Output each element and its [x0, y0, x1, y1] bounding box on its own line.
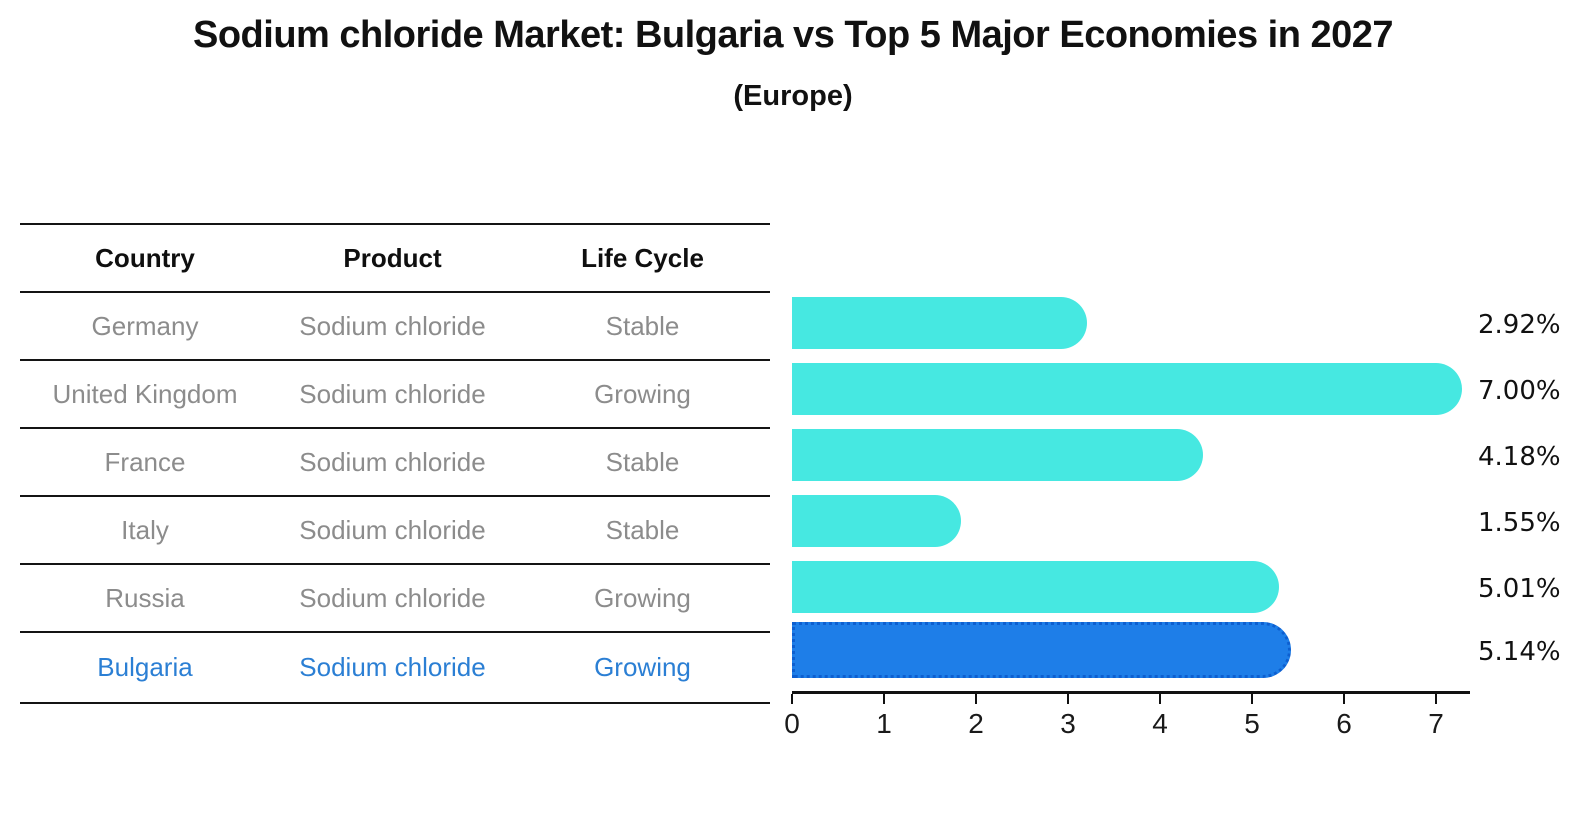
- bar-bulgaria-highlighted: [792, 622, 1291, 678]
- cell-country: United Kingdom: [52, 378, 238, 409]
- value-label-france: 4.18%: [1478, 442, 1561, 472]
- bar-united-kingdom: [792, 363, 1462, 415]
- value-label-germany: 2.92%: [1478, 310, 1561, 340]
- cell-country: Bulgaria: [97, 652, 193, 682]
- value-label-united-kingdom: 7.00%: [1478, 376, 1561, 406]
- chart-subtitle: (Europe): [733, 80, 853, 112]
- bar-chart: 2.92% 7.00% 4.18% 1.55% 5.01% 5.14% 0 1 …: [784, 280, 1586, 760]
- tick-label: 4: [1152, 708, 1168, 739]
- col-header-lifecycle: Life Cycle: [581, 242, 704, 273]
- cell-lifecycle: Growing: [594, 582, 691, 613]
- bar-russia: [792, 561, 1279, 613]
- chart-title: Sodium chloride Market: Bulgaria vs Top …: [193, 14, 1394, 56]
- cell-product: Sodium chloride: [299, 652, 486, 682]
- table-row-united-kingdom: United Kingdom Sodium chloride Growing: [20, 359, 770, 427]
- value-label-italy: 1.55%: [1478, 508, 1561, 538]
- tick-label: 5: [1244, 708, 1260, 739]
- tick-label: 7: [1428, 708, 1444, 739]
- table-row-italy: Italy Sodium chloride Stable: [20, 495, 770, 563]
- value-label-russia: 5.01%: [1478, 574, 1561, 604]
- tick-mark: [1251, 694, 1253, 704]
- cell-product: Sodium chloride: [299, 378, 486, 409]
- cell-product: Sodium chloride: [299, 446, 486, 477]
- bar-france: [792, 429, 1203, 481]
- x-axis-line: [792, 691, 1470, 694]
- col-header-country: Country: [95, 242, 195, 273]
- bar-italy: [792, 495, 961, 547]
- cell-product: Sodium chloride: [299, 310, 486, 341]
- country-table: Country Product Life Cycle Germany Sodiu…: [20, 223, 770, 704]
- cell-lifecycle: Growing: [594, 378, 691, 409]
- cell-lifecycle: Stable: [605, 514, 680, 545]
- table-row-russia: Russia Sodium chloride Growing: [20, 563, 770, 631]
- cell-country: Russia: [105, 582, 185, 613]
- table-header-row: Country Product Life Cycle: [20, 223, 770, 291]
- tick-label: 0: [784, 708, 800, 739]
- tick-mark: [1067, 694, 1069, 704]
- cell-lifecycle: Growing: [594, 652, 691, 682]
- cell-lifecycle: Stable: [605, 310, 680, 341]
- cell-lifecycle: Stable: [605, 446, 680, 477]
- tick-mark: [1343, 694, 1345, 704]
- cell-country: Germany: [91, 310, 199, 341]
- value-label-bulgaria: 5.14%: [1478, 637, 1561, 667]
- cell-product: Sodium chloride: [299, 514, 486, 545]
- tick-label: 6: [1336, 708, 1352, 739]
- bar-germany: [792, 297, 1087, 349]
- tick-label: 1: [876, 708, 892, 739]
- tick-mark: [791, 694, 793, 704]
- tick-mark: [1159, 694, 1161, 704]
- tick-label: 2: [968, 708, 984, 739]
- tick-mark: [975, 694, 977, 704]
- table-row-bulgaria-highlighted: Bulgaria Sodium chloride Growing: [20, 631, 770, 702]
- cell-country: Italy: [121, 514, 169, 545]
- table-row-france: France Sodium chloride Stable: [20, 427, 770, 495]
- tick-mark: [1435, 694, 1437, 704]
- tick-label: 3: [1060, 708, 1076, 739]
- cell-country: France: [104, 446, 186, 477]
- table-row-germany: Germany Sodium chloride Stable: [20, 291, 770, 359]
- tick-mark: [883, 694, 885, 704]
- col-header-product: Product: [343, 242, 442, 273]
- cell-product: Sodium chloride: [299, 582, 486, 613]
